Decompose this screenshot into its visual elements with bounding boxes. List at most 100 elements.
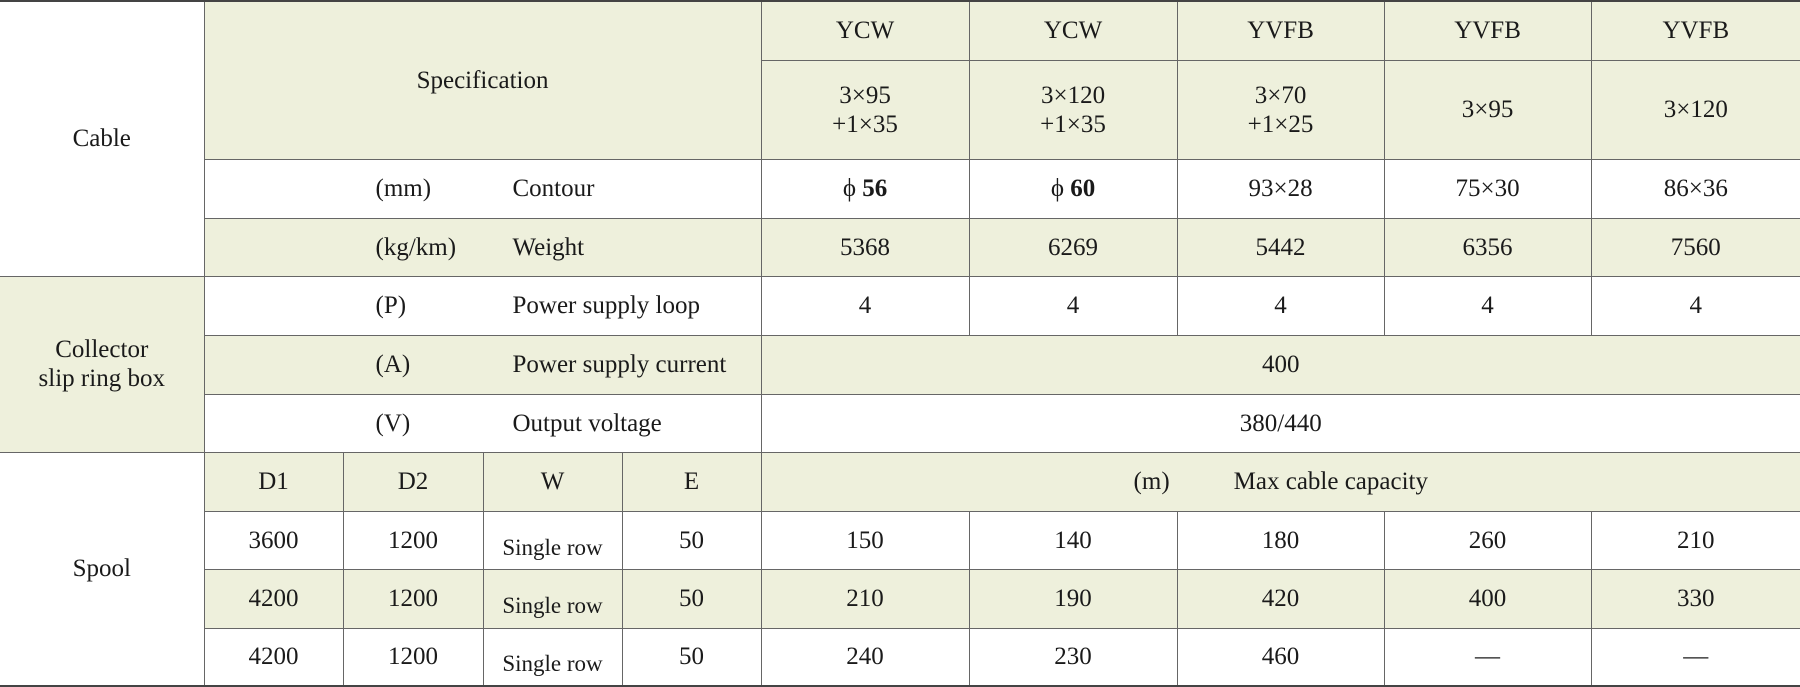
contour-value-text: 75×30 [1455, 175, 1520, 202]
model-spec-text: 3×70 [1254, 81, 1307, 109]
capacity-value: 210 [760, 568, 970, 629]
capacity-header: (m) Max cable capacity [760, 451, 1800, 512]
spool-cell-text: 1200 [388, 585, 438, 612]
unit: (V) [375, 409, 411, 437]
spool-header-text: W [540, 468, 565, 495]
spool-cell: Single row [482, 568, 623, 629]
weight-value: 5442 [1176, 217, 1385, 277]
capacity-value-text: — [1683, 643, 1709, 671]
spool-cell-text: Single row [502, 534, 603, 560]
capacity-value: — [1383, 627, 1592, 687]
row-label: (kg/km) Weight [204, 217, 762, 277]
weight-value-text: 5442 [1255, 233, 1306, 261]
model-spec-text: +1×25 [1247, 110, 1314, 138]
capacity-value-text: 150 [846, 526, 884, 554]
model-spec-text: 3×95 [1461, 96, 1514, 123]
loop-value-text: 4 [1274, 292, 1287, 319]
contour-value: 93×28 [1176, 158, 1385, 219]
group-label-text: Collector [55, 336, 149, 363]
current-value-text: 400 [1262, 351, 1300, 378]
capacity-value-text: 230 [1054, 643, 1092, 671]
loop-value-text: 4 [1689, 292, 1703, 319]
capacity-value: 230 [968, 627, 1178, 687]
symbol: ϕ [842, 175, 856, 202]
loop-value: 4 [968, 275, 1178, 336]
spool-cell: 1200 [342, 627, 484, 687]
spool-cell-text: 50 [679, 643, 705, 671]
label: Power supply loop [512, 292, 701, 319]
label: Power supply current [512, 351, 727, 378]
label: Contour [512, 175, 595, 202]
weight-value-text: 6356 [1462, 233, 1513, 261]
spool-header: D2 [342, 451, 484, 512]
capacity-value: 180 [1176, 510, 1385, 570]
model-spec-text: 3×95 [839, 81, 891, 109]
loop-value: 4 [1383, 275, 1592, 336]
spool-cell-text: 50 [679, 585, 705, 612]
weight-value: 5368 [760, 217, 970, 277]
model-type-text: YCW [835, 17, 895, 45]
capacity-value-text: 210 [846, 585, 884, 612]
row-label: (A) Power supply current [204, 334, 762, 395]
model-spec: 3×120 [1590, 59, 1800, 160]
spec-label-text: Specification [416, 66, 549, 94]
model-type: YVFB [1590, 0, 1800, 61]
contour-value-text: 93×28 [1248, 175, 1313, 202]
unit: (kg/km) [375, 233, 457, 261]
spec-label: Specification [203, 0, 762, 160]
weight-value-text: 5368 [840, 233, 891, 261]
capacity-value: 210 [1590, 510, 1800, 570]
capacity-value: 190 [968, 568, 1178, 629]
capacity-value-text: 400 [1468, 585, 1507, 612]
spool-cell: Single row [482, 627, 623, 687]
spool-cell: 50 [621, 568, 762, 629]
loop-value: 4 [1590, 275, 1800, 336]
model-type: YCW [968, 0, 1178, 61]
contour-value-text: 86×36 [1663, 175, 1728, 202]
spool-cell: Single row [482, 510, 623, 570]
group-label: Cable [0, 0, 205, 277]
contour-value: ϕ 56 [760, 158, 970, 219]
spool-cell-text: Single row [502, 651, 603, 677]
loop-value-text: 4 [858, 292, 872, 319]
weight-value-text: 6269 [1048, 233, 1099, 261]
spool-header: W [482, 451, 623, 512]
voltage-value: 380/440 [760, 393, 1800, 453]
loop-value: 4 [760, 275, 970, 336]
spool-cell-text: 1200 [388, 643, 438, 671]
capacity-value: 400 [1383, 568, 1592, 629]
spool-header: E [621, 451, 762, 512]
capacity-value: 330 [1590, 568, 1800, 629]
capacity-value-text: 420 [1261, 585, 1300, 612]
label: Weight [512, 233, 585, 261]
capacity-value-text: 140 [1054, 526, 1092, 554]
model-spec-text: +1×35 [832, 110, 898, 138]
group-label: Spool [0, 451, 205, 687]
voltage-value-text: 380/440 [1239, 409, 1322, 437]
spool-cell: 3600 [204, 510, 344, 570]
label: Max cable capacity [1233, 468, 1428, 495]
symbol: ϕ [1050, 175, 1064, 202]
row-label: (P) Power supply loop [203, 275, 762, 336]
capacity-value: 140 [968, 510, 1178, 570]
unit: (mm) [375, 175, 432, 202]
table-row: (kg/km) Weight 5368 6269 5442 6356 7560 [0, 217, 1800, 277]
capacity-value: 420 [1176, 568, 1385, 629]
weight-value: 6269 [968, 217, 1178, 277]
loop-value-text: 4 [1481, 292, 1494, 319]
table-row: (mm) Contour ϕ 56 ϕ 60 93×28 75×30 86×36 [0, 158, 1800, 219]
table-row: 4200 1200 Single row 50 210 190 420 400 330 [0, 568, 1800, 629]
table-row: Collector slip ring box (P) Power supply lo… [0, 275, 1800, 453]
model-type-text: YCW [1043, 17, 1103, 45]
capacity-value: — [1590, 627, 1800, 687]
model-type-text: YVFB [1247, 17, 1314, 45]
weight-value: 7560 [1590, 217, 1800, 277]
capacity-value: 460 [1176, 627, 1385, 687]
model-spec: 3×95 +1×35 [761, 59, 970, 160]
group-label-text: slip ring box [38, 365, 165, 392]
capacity-value-text: 190 [1054, 585, 1092, 612]
model-type-text: YVFB [1662, 17, 1730, 45]
row-label: (V) Output voltage [204, 393, 762, 453]
